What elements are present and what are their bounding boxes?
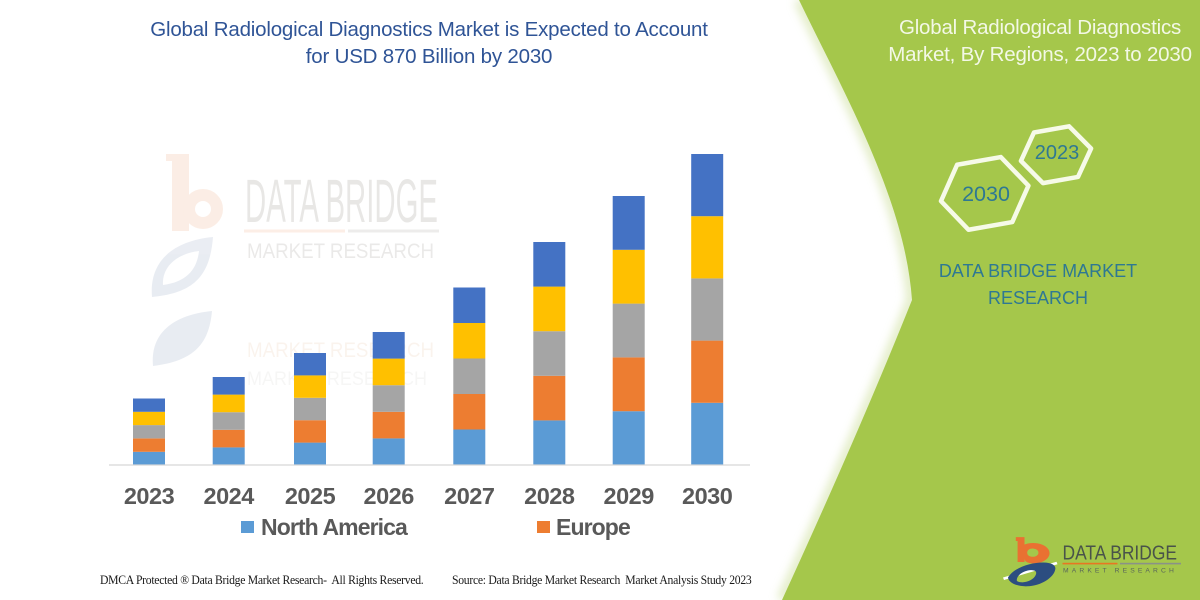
svg-text:DATA BRIDGE: DATA BRIDGE bbox=[245, 167, 438, 235]
svg-text:MARKET RESEARCH: MARKET RESEARCH bbox=[247, 339, 434, 362]
svg-text:MARKET RESEARCH: MARKET RESEARCH bbox=[1063, 568, 1177, 575]
svg-text:DATA BRIDGE: DATA BRIDGE bbox=[1063, 542, 1178, 565]
svg-text:MARKET RESEARCH: MARKET RESEARCH bbox=[247, 240, 434, 263]
